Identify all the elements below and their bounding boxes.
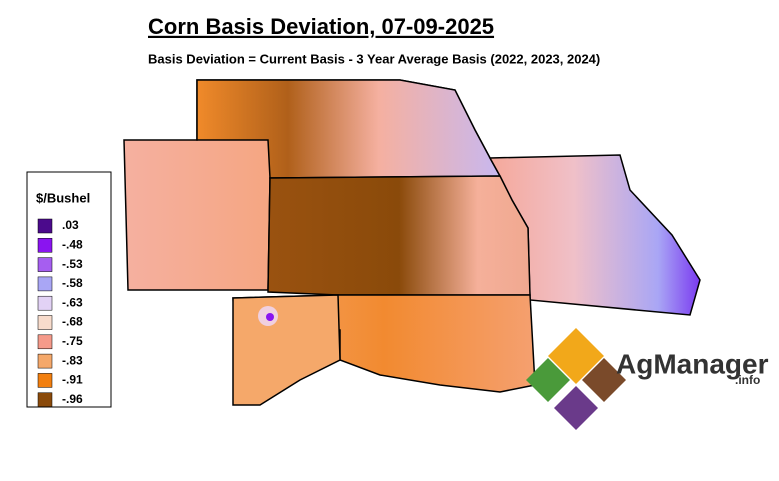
legend-swatch — [37, 257, 53, 272]
legend-label: -.48 — [62, 237, 83, 251]
legend-label: -.75 — [62, 334, 83, 348]
legend-label: -.63 — [62, 295, 83, 309]
title: Corn Basis Deviation, 07-09-2025 — [148, 14, 494, 39]
legend-label: -.91 — [62, 373, 83, 387]
logo-suffix: .info — [735, 373, 760, 387]
legend-swatch — [37, 392, 53, 407]
region-central — [267, 175, 531, 296]
logo-tile — [526, 358, 570, 402]
legend-label: -.83 — [62, 353, 83, 367]
legend-label: .03 — [62, 218, 79, 232]
region-southwest — [232, 294, 341, 406]
logo-tile — [582, 358, 626, 402]
legend-title: $/Bushel — [36, 190, 90, 205]
logo: AgManager .info — [526, 328, 769, 430]
legend-label: -.96 — [62, 392, 83, 406]
legend: $/Bushel .03 -.48 -.53 -.58 -.63 -.68 -.75 -.83… — [26, 171, 112, 408]
logo-tile — [554, 386, 598, 430]
legend-swatch — [37, 276, 53, 292]
legend-swatch — [37, 334, 53, 350]
hotspot — [266, 313, 274, 321]
legend-swatch — [37, 315, 53, 330]
legend-swatch — [37, 295, 53, 311]
legend-label: -.53 — [62, 257, 83, 271]
subtitle: Basis Deviation = Current Basis - 3 Year… — [148, 51, 600, 66]
legend-label: -.58 — [62, 276, 83, 290]
legend-swatch — [37, 353, 53, 369]
legend-swatch — [37, 218, 53, 234]
legend-label: -.68 — [62, 315, 83, 329]
legend-swatch — [37, 238, 53, 253]
logo-name: AgManager — [616, 348, 769, 379]
map — [123, 79, 701, 406]
logo-tile — [548, 328, 604, 384]
legend-swatch — [37, 373, 53, 388]
